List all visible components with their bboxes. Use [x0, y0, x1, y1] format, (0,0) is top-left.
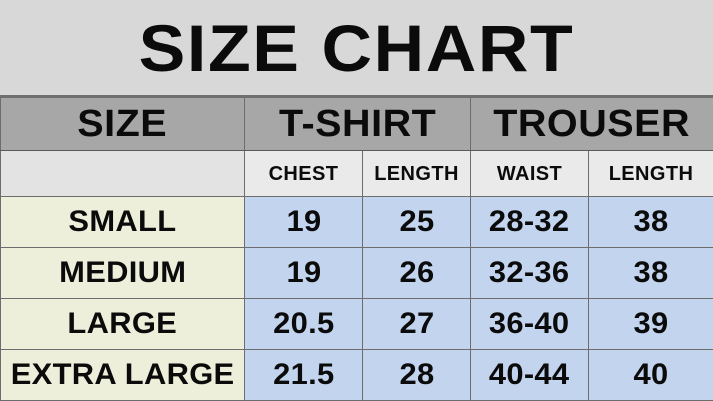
group-header-tshirt: T-SHIRT	[245, 98, 471, 151]
chart-title-bar: SIZE CHART	[0, 0, 713, 97]
cell-text: 36-40	[489, 309, 570, 339]
table-head: SIZE T-SHIRT TROUSER CHEST LENGTH WAIST …	[1, 98, 713, 197]
cell-text: EXTRA LARGE	[11, 360, 235, 390]
cell-text: 21.5	[273, 360, 334, 390]
cell-text: 39	[634, 309, 669, 339]
cell-large-waist: 36-40	[471, 299, 589, 350]
cell-text: 26	[399, 258, 434, 288]
cell-text: 19	[286, 258, 321, 288]
sub-header-chest: CHEST	[245, 151, 363, 197]
sub-header-tshirt-length: LENGTH	[363, 151, 471, 197]
cell-text: MEDIUM	[59, 258, 186, 288]
table-row: EXTRA LARGE 21.5 28 40-44 40	[1, 350, 713, 401]
row-size-large: LARGE	[1, 299, 245, 350]
sub-header-blank	[1, 151, 245, 197]
cell-text: 27	[399, 309, 434, 339]
group-header-size: SIZE	[1, 98, 245, 151]
group-header-trouser: TROUSER	[471, 98, 713, 151]
page-title: SIZE CHART	[139, 15, 575, 81]
cell-text: 20.5	[273, 309, 334, 339]
cell-extra-large-chest: 21.5	[245, 350, 363, 401]
cell-medium-chest: 19	[245, 248, 363, 299]
group-header-tshirt-label: T-SHIRT	[279, 105, 436, 143]
group-header-trouser-label: TROUSER	[494, 105, 691, 143]
cell-text: 38	[634, 258, 669, 288]
cell-text: 28	[399, 360, 434, 390]
cell-text: 40-44	[489, 360, 570, 390]
sub-header-row: CHEST LENGTH WAIST LENGTH	[1, 151, 713, 197]
sub-header-waist: WAIST	[471, 151, 589, 197]
cell-small-trouser-length: 38	[589, 197, 713, 248]
cell-medium-tshirt-length: 26	[363, 248, 471, 299]
group-header-size-label: SIZE	[78, 105, 168, 143]
row-size-extra-large: EXTRA LARGE	[1, 350, 245, 401]
cell-text: 38	[634, 207, 669, 237]
cell-extra-large-trouser-length: 40	[589, 350, 713, 401]
cell-text: SMALL	[69, 207, 177, 237]
cell-medium-trouser-length: 38	[589, 248, 713, 299]
cell-small-tshirt-length: 25	[363, 197, 471, 248]
cell-text: 40	[634, 360, 669, 390]
cell-small-chest: 19	[245, 197, 363, 248]
cell-extra-large-tshirt-length: 28	[363, 350, 471, 401]
cell-small-waist: 28-32	[471, 197, 589, 248]
cell-text: 19	[286, 207, 321, 237]
cell-extra-large-waist: 40-44	[471, 350, 589, 401]
row-size-small: SMALL	[1, 197, 245, 248]
cell-text: 28-32	[489, 207, 570, 237]
table-row: MEDIUM 19 26 32-36 38	[1, 248, 713, 299]
table-body: SMALL 19 25 28-32 38 MEDIUM	[1, 197, 713, 401]
sub-header-trouser-length: LENGTH	[589, 151, 713, 197]
cell-text: 25	[399, 207, 434, 237]
table-row: SMALL 19 25 28-32 38	[1, 197, 713, 248]
cell-text: 32-36	[489, 258, 570, 288]
cell-large-tshirt-length: 27	[363, 299, 471, 350]
size-chart-table: SIZE T-SHIRT TROUSER CHEST LENGTH WAIST …	[0, 97, 713, 401]
row-size-medium: MEDIUM	[1, 248, 245, 299]
cell-large-trouser-length: 39	[589, 299, 713, 350]
cell-text: LARGE	[68, 309, 178, 339]
cell-large-chest: 20.5	[245, 299, 363, 350]
group-header-row: SIZE T-SHIRT TROUSER	[1, 98, 713, 151]
cell-medium-waist: 32-36	[471, 248, 589, 299]
table-row: LARGE 20.5 27 36-40 39	[1, 299, 713, 350]
